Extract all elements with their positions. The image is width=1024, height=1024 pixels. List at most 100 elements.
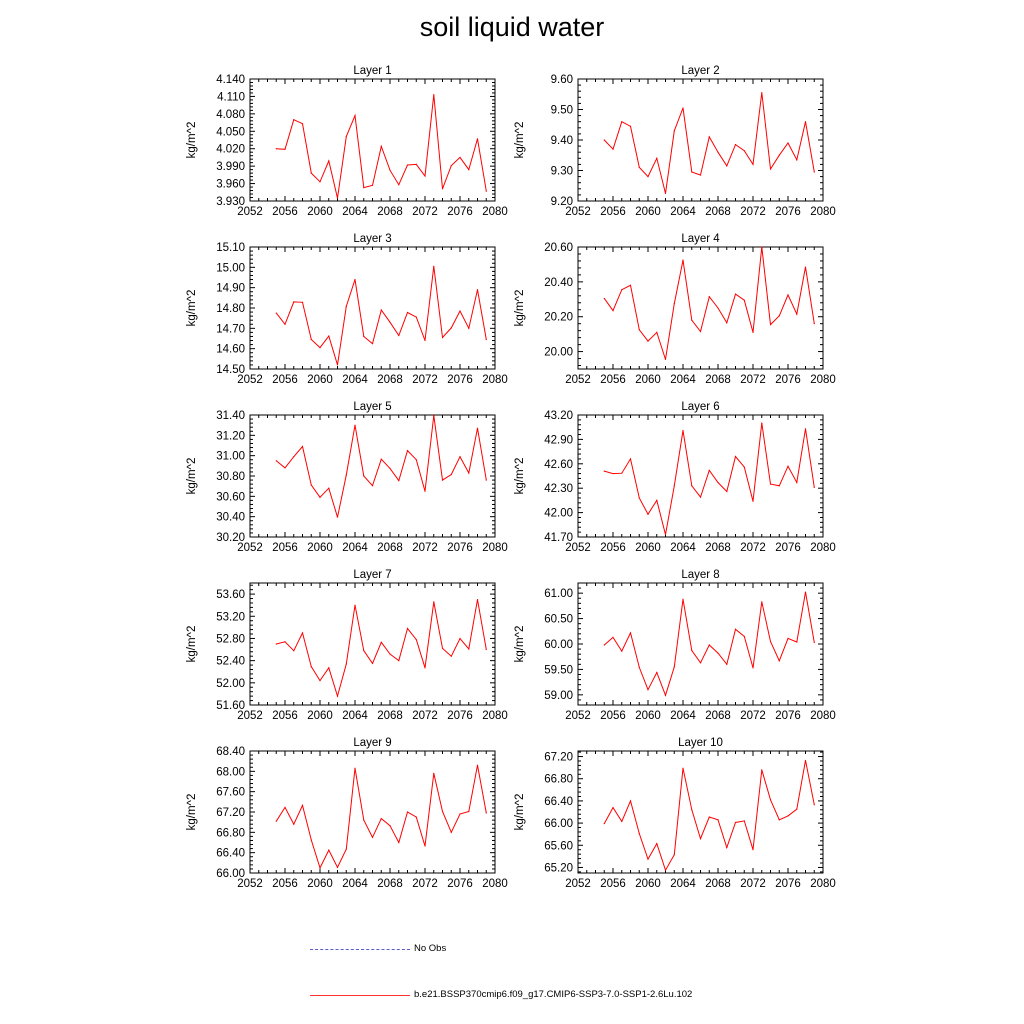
data-point xyxy=(319,680,321,682)
data-point xyxy=(406,811,409,813)
data-point xyxy=(485,648,487,651)
data-point xyxy=(433,601,435,603)
data-point xyxy=(656,331,658,333)
data-point xyxy=(796,641,798,643)
y-tick-label: 30.40 xyxy=(216,512,245,524)
data-point xyxy=(415,638,417,641)
data-point xyxy=(691,485,693,487)
x-tick-label: 2072 xyxy=(412,878,438,890)
legend-dashed-line-icon xyxy=(310,949,410,950)
y-tick-label: 66.80 xyxy=(216,827,245,839)
y-tick-label: 53.60 xyxy=(216,589,245,601)
x-tick-label: 2052 xyxy=(237,374,263,386)
x-tick-label: 2080 xyxy=(810,710,836,722)
data-point xyxy=(310,839,312,841)
y-axis-label: kg/m^2 xyxy=(514,122,526,159)
x-tick-label: 2068 xyxy=(377,542,403,554)
data-point xyxy=(336,364,339,366)
data-point xyxy=(804,759,807,762)
data-point xyxy=(450,655,452,657)
x-tick-label: 2064 xyxy=(342,542,368,554)
data-point xyxy=(804,121,807,123)
plot-frame xyxy=(577,414,824,538)
data-point xyxy=(708,644,710,646)
data-point xyxy=(761,92,763,94)
data-point xyxy=(682,598,684,600)
data-point xyxy=(476,427,479,429)
data-point xyxy=(796,159,798,161)
data-point xyxy=(468,169,470,171)
data-point xyxy=(284,148,286,150)
data-point xyxy=(612,310,614,312)
series-line xyxy=(276,599,487,698)
data-point xyxy=(345,135,347,138)
data-point xyxy=(743,150,745,152)
panel-layer-3: Layer 3 kg/m^2 2052 2056 2060 2064 2068 2072 207… xyxy=(186,233,508,386)
data-point xyxy=(380,145,382,147)
y-tick-label: 4.050 xyxy=(216,126,245,138)
data-point xyxy=(293,650,295,652)
data-point xyxy=(761,769,763,771)
data-point xyxy=(310,338,312,341)
x-tick-label: 2056 xyxy=(600,710,626,722)
data-point xyxy=(336,866,339,869)
y-tick-label: 52.80 xyxy=(216,633,245,645)
x-tick-label: 2060 xyxy=(307,878,333,890)
data-point xyxy=(796,313,798,315)
data-point xyxy=(699,174,702,176)
data-point xyxy=(699,330,702,333)
x-tick-label: 2068 xyxy=(377,374,403,386)
data-point xyxy=(450,473,452,476)
x-tick-label: 2052 xyxy=(565,878,591,890)
y-tick-label: 30.20 xyxy=(216,532,245,544)
page-title: soil liquid water xyxy=(419,12,605,42)
y-tick-label: 60.00 xyxy=(544,639,573,651)
data-point xyxy=(468,648,470,650)
x-tick-label: 2052 xyxy=(237,710,263,722)
data-point xyxy=(284,641,286,643)
data-point xyxy=(664,358,667,361)
y-tick-label: 31.00 xyxy=(216,451,245,463)
data-point xyxy=(441,188,444,190)
series-line xyxy=(603,246,815,360)
x-tick-label: 2072 xyxy=(740,374,766,386)
x-tick-label: 2064 xyxy=(342,374,368,386)
data-point xyxy=(319,867,321,869)
data-point xyxy=(380,818,382,820)
data-point xyxy=(734,293,737,295)
y-tick-label: 42.00 xyxy=(544,508,573,520)
x-tick-label: 2080 xyxy=(810,374,836,386)
x-tick-label: 2072 xyxy=(740,542,766,554)
y-axis-label: kg/m^2 xyxy=(186,794,198,831)
data-point xyxy=(363,335,365,338)
panel-layer-7: Layer 7 kg/m^2 2052 2056 2060 2064 2068 2072 207… xyxy=(186,569,508,722)
x-tick-label: 2056 xyxy=(272,374,298,386)
data-point xyxy=(380,641,382,643)
data-point xyxy=(336,197,339,199)
data-point xyxy=(778,315,780,317)
data-point xyxy=(354,278,356,281)
data-point xyxy=(485,338,487,341)
x-tick-label: 2072 xyxy=(740,878,766,890)
data-point xyxy=(603,297,605,300)
data-point xyxy=(673,854,675,856)
data-point xyxy=(813,804,815,806)
x-tick-label: 2068 xyxy=(705,374,731,386)
data-point xyxy=(301,123,304,125)
data-point xyxy=(450,164,452,167)
data-point xyxy=(813,323,815,325)
y-axis-label: kg/m^2 xyxy=(186,122,198,159)
data-point xyxy=(336,695,339,697)
y-tick-label: 20.40 xyxy=(544,277,573,289)
data-point xyxy=(459,813,461,815)
data-point xyxy=(293,456,295,458)
data-point xyxy=(664,533,667,536)
data-point xyxy=(345,305,347,307)
x-tick-label: 2076 xyxy=(775,206,801,218)
x-tick-label: 2064 xyxy=(670,710,696,722)
data-point xyxy=(726,322,728,324)
x-tick-label: 2056 xyxy=(600,206,626,218)
y-tick-label: 65.20 xyxy=(544,862,573,874)
data-point xyxy=(424,490,426,492)
x-tick-label: 2080 xyxy=(482,542,508,554)
